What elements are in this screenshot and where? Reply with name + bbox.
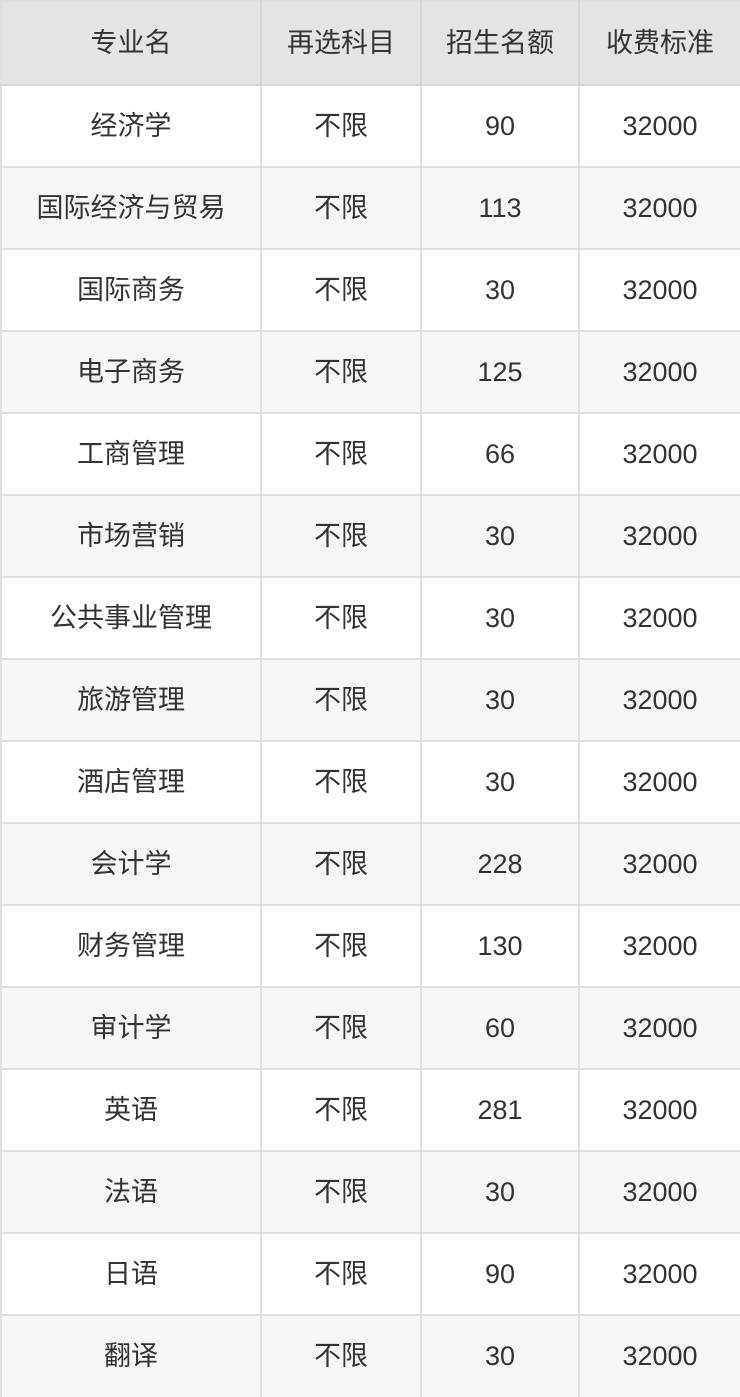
cell-major: 电子商务 xyxy=(0,331,262,414)
table-row: 审计学 不限 60 32000 xyxy=(0,987,740,1070)
cell-fee: 32000 xyxy=(579,1151,740,1234)
column-header-major: 专业名 xyxy=(0,0,262,86)
cell-major: 工商管理 xyxy=(0,413,262,496)
cell-subject: 不限 xyxy=(261,249,422,332)
cell-fee: 32000 xyxy=(579,987,740,1070)
table-row: 国际商务 不限 30 32000 xyxy=(0,249,740,332)
cell-quota: 281 xyxy=(421,1069,580,1152)
cell-fee: 32000 xyxy=(579,823,740,906)
cell-subject: 不限 xyxy=(261,85,422,168)
cell-subject: 不限 xyxy=(261,823,422,906)
cell-subject: 不限 xyxy=(261,1151,422,1234)
table-row: 酒店管理 不限 30 32000 xyxy=(0,741,740,824)
cell-major: 国际商务 xyxy=(0,249,262,332)
cell-major: 法语 xyxy=(0,1151,262,1234)
cell-fee: 32000 xyxy=(579,495,740,578)
cell-quota: 228 xyxy=(421,823,580,906)
cell-quota: 30 xyxy=(421,1151,580,1234)
cell-fee: 32000 xyxy=(579,577,740,660)
cell-quota: 30 xyxy=(421,1315,580,1397)
cell-quota: 113 xyxy=(421,167,580,250)
table-row: 市场营销 不限 30 32000 xyxy=(0,495,740,578)
cell-quota: 30 xyxy=(421,495,580,578)
table-row: 法语 不限 30 32000 xyxy=(0,1151,740,1234)
cell-major: 国际经济与贸易 xyxy=(0,167,262,250)
table-row: 经济学 不限 90 32000 xyxy=(0,85,740,168)
cell-fee: 32000 xyxy=(579,85,740,168)
table-body: 经济学 不限 90 32000 国际经济与贸易 不限 113 32000 国际商务 不限 30 320… xyxy=(0,85,740,1397)
table-header: 专业名 再选科目 招生名额 收费标准 xyxy=(0,0,740,86)
cell-subject: 不限 xyxy=(261,331,422,414)
cell-quota: 66 xyxy=(421,413,580,496)
cell-major: 市场营销 xyxy=(0,495,262,578)
table-row: 工商管理 不限 66 32000 xyxy=(0,413,740,496)
cell-subject: 不限 xyxy=(261,577,422,660)
cell-fee: 32000 xyxy=(579,1069,740,1152)
cell-major: 翻译 xyxy=(0,1315,262,1397)
cell-fee: 32000 xyxy=(579,331,740,414)
cell-fee: 32000 xyxy=(579,249,740,332)
cell-subject: 不限 xyxy=(261,413,422,496)
cell-subject: 不限 xyxy=(261,1315,422,1397)
table-row: 旅游管理 不限 30 32000 xyxy=(0,659,740,742)
cell-fee: 32000 xyxy=(579,1233,740,1316)
cell-major: 公共事业管理 xyxy=(0,577,262,660)
column-header-subject: 再选科目 xyxy=(261,0,422,86)
table-row: 英语 不限 281 32000 xyxy=(0,1069,740,1152)
cell-fee: 32000 xyxy=(579,905,740,988)
table-header-row: 专业名 再选科目 招生名额 收费标准 xyxy=(0,0,740,86)
cell-fee: 32000 xyxy=(579,413,740,496)
cell-fee: 32000 xyxy=(579,1315,740,1397)
cell-quota: 60 xyxy=(421,987,580,1070)
cell-subject: 不限 xyxy=(261,659,422,742)
table-row: 会计学 不限 228 32000 xyxy=(0,823,740,906)
cell-major: 审计学 xyxy=(0,987,262,1070)
cell-quota: 30 xyxy=(421,741,580,824)
table-row: 电子商务 不限 125 32000 xyxy=(0,331,740,414)
cell-major: 财务管理 xyxy=(0,905,262,988)
cell-subject: 不限 xyxy=(261,495,422,578)
cell-major: 会计学 xyxy=(0,823,262,906)
cell-major: 酒店管理 xyxy=(0,741,262,824)
cell-major: 旅游管理 xyxy=(0,659,262,742)
cell-quota: 30 xyxy=(421,249,580,332)
cell-major: 英语 xyxy=(0,1069,262,1152)
table-row: 财务管理 不限 130 32000 xyxy=(0,905,740,988)
cell-fee: 32000 xyxy=(579,741,740,824)
cell-subject: 不限 xyxy=(261,1069,422,1152)
cell-subject: 不限 xyxy=(261,741,422,824)
cell-fee: 32000 xyxy=(579,167,740,250)
cell-quota: 90 xyxy=(421,85,580,168)
table-row: 国际经济与贸易 不限 113 32000 xyxy=(0,167,740,250)
cell-quota: 90 xyxy=(421,1233,580,1316)
cell-major: 经济学 xyxy=(0,85,262,168)
cell-subject: 不限 xyxy=(261,167,422,250)
column-header-fee: 收费标准 xyxy=(579,0,740,86)
table-row: 日语 不限 90 32000 xyxy=(0,1233,740,1316)
cell-subject: 不限 xyxy=(261,905,422,988)
cell-fee: 32000 xyxy=(579,659,740,742)
table-row: 公共事业管理 不限 30 32000 xyxy=(0,577,740,660)
cell-quota: 30 xyxy=(421,577,580,660)
column-header-quota: 招生名额 xyxy=(421,0,580,86)
cell-subject: 不限 xyxy=(261,1233,422,1316)
cell-quota: 30 xyxy=(421,659,580,742)
cell-subject: 不限 xyxy=(261,987,422,1070)
cell-quota: 125 xyxy=(421,331,580,414)
table-row: 翻译 不限 30 32000 xyxy=(0,1315,740,1397)
cell-quota: 130 xyxy=(421,905,580,988)
cell-major: 日语 xyxy=(0,1233,262,1316)
